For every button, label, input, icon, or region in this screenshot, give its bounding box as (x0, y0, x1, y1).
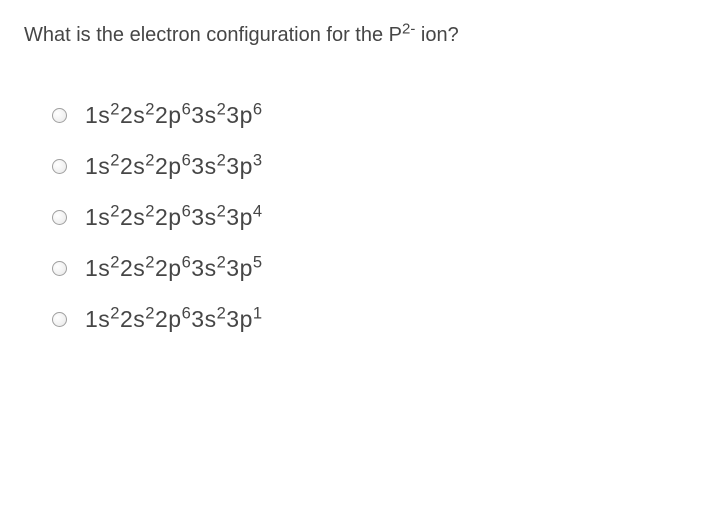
question-superscript: 2- (402, 20, 415, 37)
option-label: 1s22s22p63s23p6 (85, 104, 263, 127)
option-label: 1s22s22p63s23p4 (85, 206, 263, 229)
option-row: 1s22s22p63s23p6 (52, 104, 690, 127)
option-row: 1s22s22p63s23p3 (52, 155, 690, 178)
option-row: 1s22s22p63s23p5 (52, 257, 690, 280)
options-list: 1s22s22p63s23p6 1s22s22p63s23p3 1s22s22p… (24, 104, 690, 331)
radio-button[interactable] (52, 261, 67, 276)
option-label: 1s22s22p63s23p5 (85, 257, 263, 280)
question-suffix: ion? (415, 24, 458, 46)
option-row: 1s22s22p63s23p1 (52, 308, 690, 331)
option-label: 1s22s22p63s23p1 (85, 308, 263, 331)
radio-button[interactable] (52, 312, 67, 327)
radio-button[interactable] (52, 108, 67, 123)
radio-button[interactable] (52, 159, 67, 174)
option-label: 1s22s22p63s23p3 (85, 155, 263, 178)
question-text: What is the electron configuration for t… (24, 22, 690, 48)
question-prefix: What is the electron configuration for t… (24, 24, 402, 46)
option-row: 1s22s22p63s23p4 (52, 206, 690, 229)
radio-button[interactable] (52, 210, 67, 225)
